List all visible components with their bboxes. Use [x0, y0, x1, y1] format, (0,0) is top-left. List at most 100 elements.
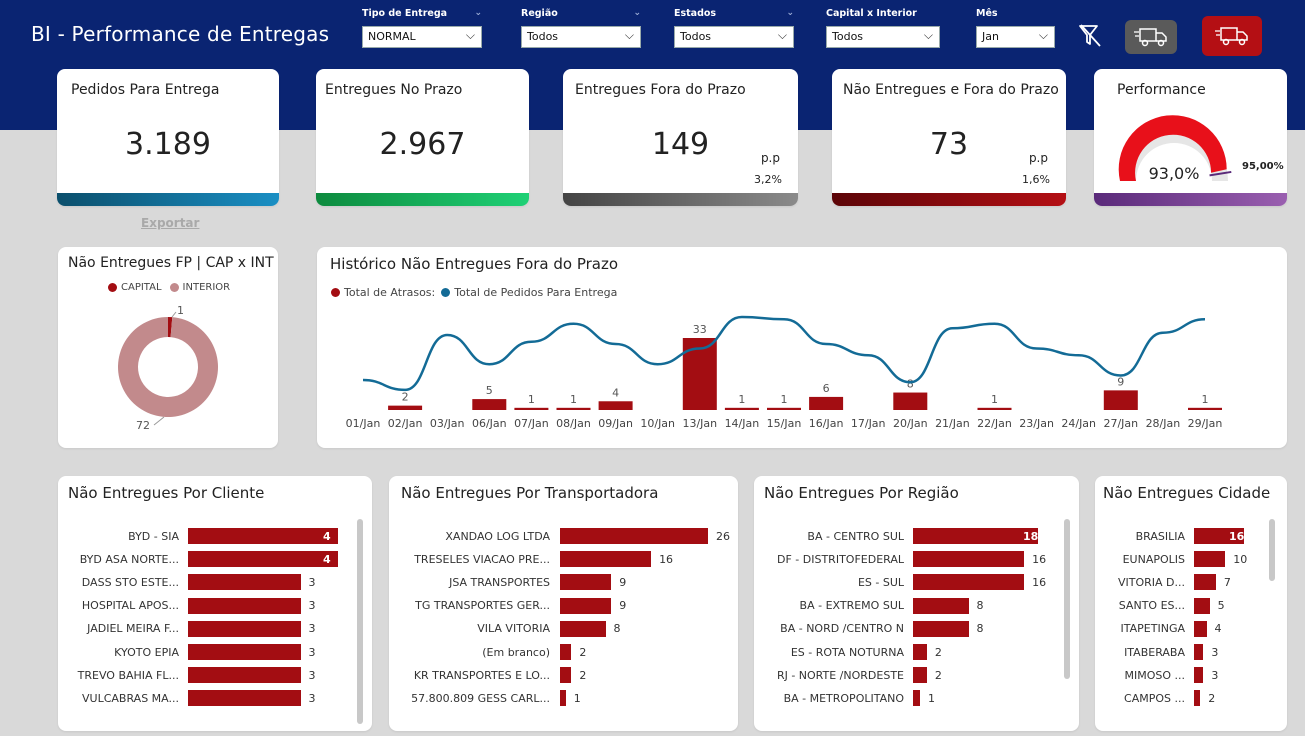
bar-row[interactable]: BYD - SIA 4 [58, 528, 372, 544]
performance-gauge: 93,0% 95,00% [1118, 115, 1284, 183]
filter-label: Mês [976, 7, 998, 19]
history-bar [1188, 407, 1222, 410]
history-bar [893, 392, 928, 410]
bar-row[interactable]: 57.800.809 GESS CARL... 1 [389, 690, 738, 707]
bar-row[interactable]: ITABERABA 3 [1095, 644, 1287, 660]
bar-fill [913, 574, 1025, 591]
bar-row[interactable]: KYOTO EPIA 3 [58, 644, 372, 660]
estados-select[interactable]: Todos ⌵ [674, 26, 794, 48]
scrollbar[interactable] [357, 519, 363, 724]
bar-row[interactable]: DF - DISTRITOFEDERAL 16 [754, 551, 1079, 568]
bar-row[interactable]: VULCABRAS MA... 3 [58, 690, 372, 707]
bar-row[interactable]: RJ - NORTE /NORDESTE 2 [754, 667, 1079, 684]
chevron-down-icon[interactable]: ⌄ [786, 8, 794, 18]
bar-row[interactable]: CAMPOS ... 2 [1095, 690, 1287, 707]
bar-label: SANTO ES... [1118, 599, 1185, 613]
bar-row[interactable]: XANDAO LOG LTDA 26 [389, 528, 738, 544]
mes-select[interactable]: Jan ⌵ [976, 26, 1055, 48]
bar-value: 3 [308, 691, 316, 705]
kpi-card-performance: Performance 93,0% 95,00% [1094, 69, 1287, 206]
history-bar-label: 4 [612, 386, 619, 399]
kpi-accent-bar [57, 193, 279, 206]
bar-value: 9 [619, 575, 627, 589]
capital-interior-select[interactable]: Todos ⌵ [826, 26, 940, 48]
bar-row[interactable]: BRASILIA 16 [1095, 528, 1287, 544]
bar-row[interactable]: VITORIA D... 7 [1095, 574, 1287, 591]
bar-row[interactable]: ES - SUL 16 [754, 574, 1079, 591]
kpi-card-fora-prazo: Entregues Fora do Prazo 149 p.p 3,2% [563, 69, 798, 206]
scrollbar[interactable] [1269, 519, 1275, 581]
bar-row[interactable]: TG TRANSPORTES GER... 9 [389, 597, 738, 614]
bar-row[interactable]: MIMOSO ... 3 [1095, 667, 1287, 684]
bar-fill [188, 528, 338, 544]
bar-label: ES - SUL [857, 575, 904, 589]
x-tick-label: 27/Jan [1103, 417, 1138, 430]
bar-row[interactable]: JADIEL MEIRA F... 3 [58, 620, 372, 637]
bar-row[interactable]: BA - CENTRO SUL 18 [754, 528, 1079, 544]
bar-value: 16 [659, 552, 674, 566]
history-bar [514, 407, 549, 410]
bar-label: TREVO BAHIA FL... [77, 668, 179, 682]
filter-capital-interior: Capital x Interior Todos ⌵ [826, 6, 940, 48]
bar-value: 1 [927, 691, 935, 705]
kpi-title: Pedidos Para Entrega [71, 82, 220, 98]
bar-label: TRESELES VIACAO PRE... [414, 552, 550, 566]
bar-fill [1194, 528, 1244, 544]
bar-value: 4 [323, 552, 331, 566]
page-title: BI - Performance de Entregas [31, 22, 330, 46]
regiao-select[interactable]: Todos ⌵ [521, 26, 641, 48]
history-bar [556, 407, 591, 410]
legend-item: Total de Pedidos Para Entrega [454, 286, 618, 299]
bar-fill [1194, 597, 1210, 614]
bar-row[interactable]: DASS STO ESTE... 3 [58, 574, 372, 591]
bar-row[interactable]: KR TRANSPORTES E LO... 2 [389, 667, 738, 684]
bar-row[interactable]: (Em branco) 2 [389, 644, 738, 660]
clear-filters-button[interactable] [1074, 20, 1106, 52]
truck-fast-button[interactable] [1202, 16, 1262, 56]
kpi-accent-bar [563, 193, 798, 206]
tipo-entrega-select[interactable]: NORMAL ⌵ [362, 26, 482, 48]
kpi-accent-bar [316, 193, 529, 206]
bar-label: KYOTO EPIA [114, 645, 179, 659]
filter-clear-icon [1079, 24, 1101, 47]
bar-label: HOSPITAL APOS... [81, 599, 179, 613]
gauge-target-label: 95,00% [1242, 161, 1284, 172]
bar-row[interactable]: SANTO ES... 5 [1095, 597, 1287, 614]
bar-fill [913, 644, 927, 660]
bar-label: RJ - NORTE /NORDESTE [776, 668, 904, 682]
bar-value: 16 [1229, 529, 1245, 543]
kpi-pp-value: 1,6% [1022, 173, 1050, 186]
bar-row[interactable]: JSA TRANSPORTES 9 [389, 574, 738, 591]
bar-row[interactable]: EUNAPOLIS 10 [1095, 551, 1287, 568]
bar-row[interactable]: VILA VITORIA 8 [389, 620, 738, 637]
bar-row[interactable]: ES - ROTA NOTURNA 2 [754, 644, 1079, 660]
truck-normal-button[interactable] [1125, 20, 1177, 54]
bar-label: (Em branco) [482, 645, 550, 659]
bar-value: 2 [579, 645, 587, 659]
history-bar [1103, 390, 1138, 410]
chevron-down-icon[interactable]: ⌄ [633, 8, 641, 18]
panel-title: Não Entregues Cidade [1103, 484, 1271, 502]
bar-fill [1194, 667, 1204, 684]
x-tick-label: 07/Jan [514, 417, 549, 430]
x-tick-label: 03/Jan [430, 417, 465, 430]
kpi-accent-bar [1094, 193, 1287, 206]
scrollbar[interactable] [1064, 519, 1070, 679]
bar-row[interactable]: ITAPETINGA 4 [1095, 620, 1287, 637]
filter-label: Capital x Interior [826, 7, 917, 19]
bar-row[interactable]: BYD ASA NORTE... 4 [58, 551, 372, 568]
bar-row[interactable]: BA - EXTREMO SUL 8 [754, 597, 1079, 614]
bar-label: BRASILIA [1135, 529, 1185, 543]
bar-row[interactable]: BA - NORD /CENTRO N 8 [754, 620, 1079, 637]
bar-fill [913, 551, 1025, 568]
chevron-down-icon[interactable]: ⌄ [474, 8, 482, 18]
bar-label: JADIEL MEIRA F... [87, 622, 179, 636]
gauge-value-arc [1118, 115, 1227, 181]
bar-row[interactable]: TREVO BAHIA FL... 3 [58, 667, 372, 684]
legend-dot [169, 283, 179, 292]
bar-row[interactable]: HOSPITAL APOS... 3 [58, 597, 372, 614]
kpi-accent-bar [832, 193, 1066, 206]
bar-row[interactable]: TRESELES VIACAO PRE... 16 [389, 551, 738, 568]
export-link[interactable]: Exportar [141, 216, 200, 230]
bar-row[interactable]: BA - METROPOLITANO 1 [754, 690, 1079, 707]
